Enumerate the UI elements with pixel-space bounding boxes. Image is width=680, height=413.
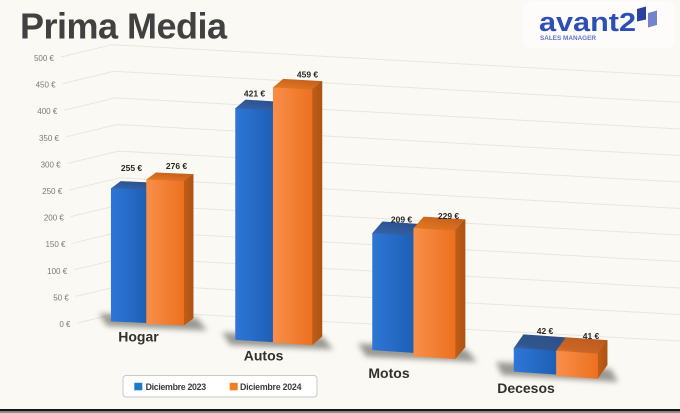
svg-text:0 €: 0 € [59,320,71,329]
svg-text:42 €: 42 € [537,326,554,336]
svg-text:209 €: 209 € [391,215,413,225]
svg-text:150 €: 150 € [45,240,66,249]
svg-text:200 €: 200 € [44,214,65,223]
svg-text:Hogar: Hogar [118,329,159,345]
svg-text:50 €: 50 € [53,293,69,302]
svg-text:Diciembre 2024: Diciembre 2024 [240,382,302,392]
svg-text:459 €: 459 € [297,70,319,80]
svg-text:Autos: Autos [244,348,284,364]
svg-text:400 €: 400 € [37,107,58,116]
svg-text:Prima Media: Prima Media [20,6,228,47]
svg-text:Diciembre 2023: Diciembre 2023 [146,382,207,392]
svg-text:229 €: 229 € [438,211,460,221]
svg-text:500 €: 500 € [34,54,55,63]
svg-text:350 €: 350 € [39,134,60,143]
svg-text:255 €: 255 € [121,163,143,173]
svg-text:avant2: avant2 [539,9,636,37]
svg-text:100 €: 100 € [47,267,68,276]
svg-text:250 €: 250 € [42,187,63,196]
svg-text:Decesos: Decesos [497,380,555,396]
svg-text:276 €: 276 € [166,161,188,171]
svg-text:SALES MANAGER: SALES MANAGER [540,35,596,42]
svg-text:421 €: 421 € [244,89,266,99]
svg-text:41 €: 41 € [583,331,600,341]
svg-text:Motos: Motos [368,365,409,381]
svg-text:450 €: 450 € [36,81,57,90]
svg-text:300 €: 300 € [41,160,62,169]
